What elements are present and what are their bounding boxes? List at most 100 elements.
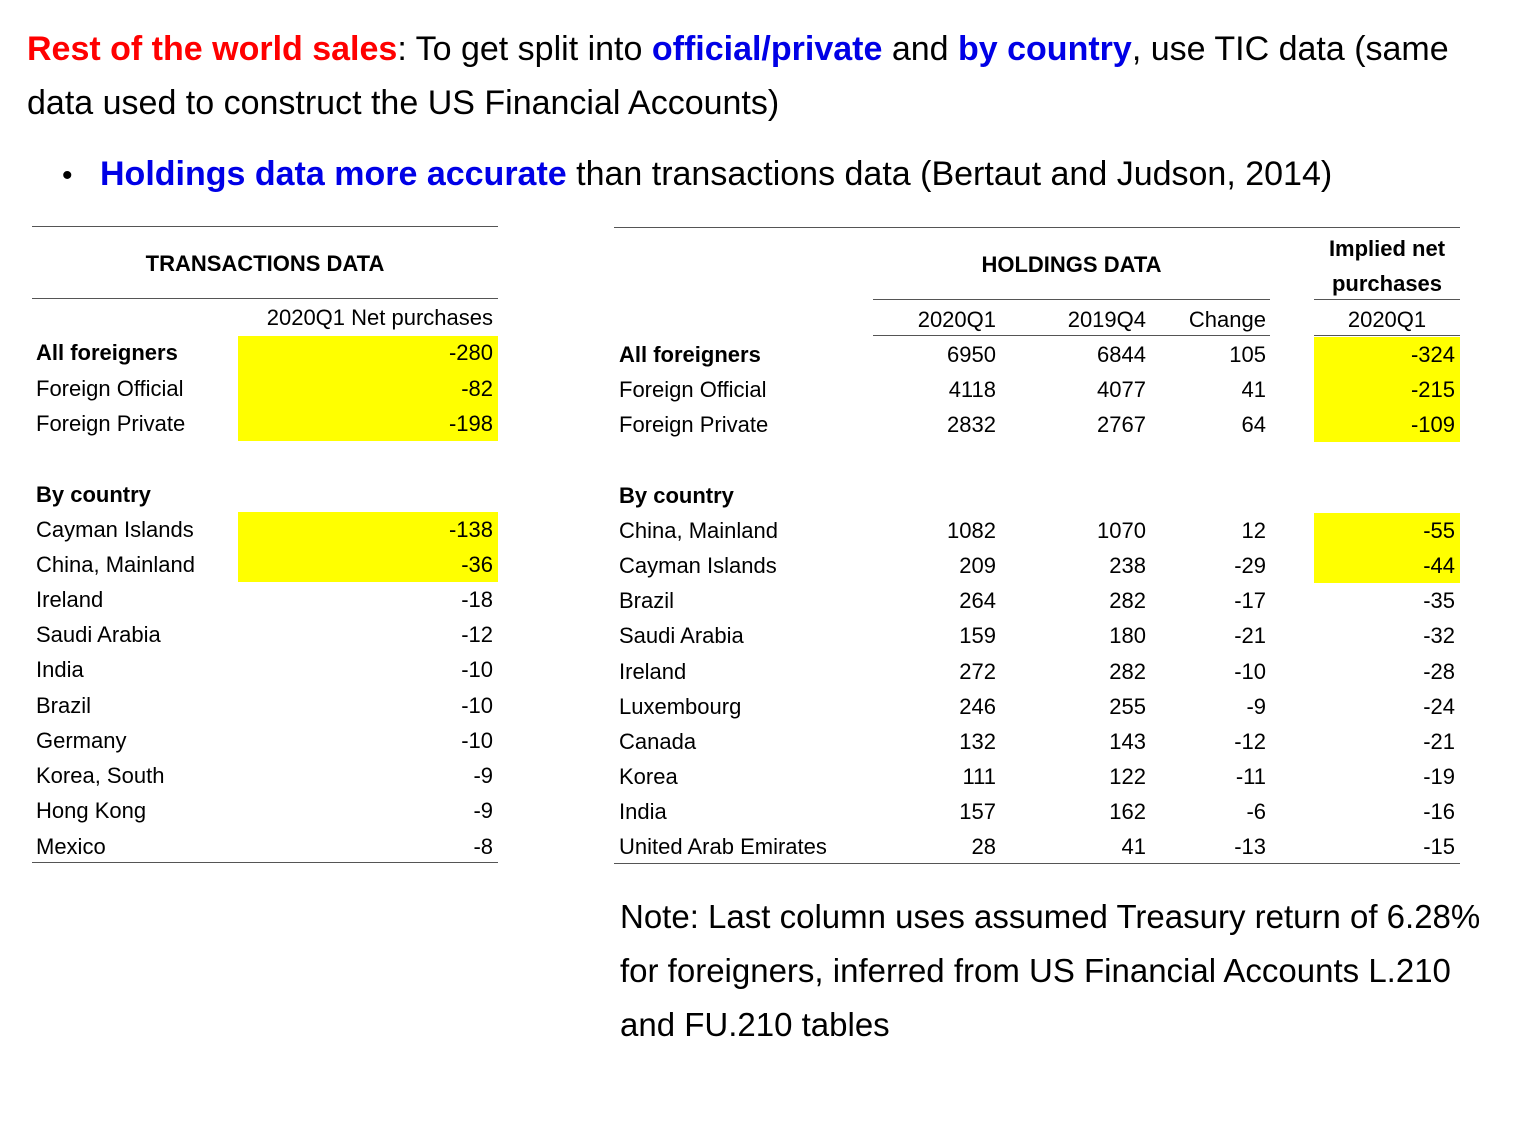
transactions-country-label: Mexico	[36, 834, 106, 859]
holdings-country-q4: 143	[1109, 729, 1146, 754]
transactions-country-label: Saudi Arabia	[36, 622, 161, 647]
transactions-title: TRANSACTIONS DATA	[145, 251, 385, 276]
implied-column-header: 2020Q1	[1347, 307, 1427, 332]
holdings-column-header: Change	[1188, 307, 1266, 332]
holdings-row-q4: 2767	[1097, 412, 1146, 437]
holdings-row-implied: -215	[1410, 377, 1455, 402]
holdings-country-q4: 255	[1109, 694, 1146, 719]
transactions-bottom-rule	[32, 862, 498, 863]
holdings-country-q1: 1082	[947, 518, 996, 543]
transactions-country-label: Brazil	[36, 693, 92, 718]
transactions-title-rule	[32, 298, 498, 299]
transactions-country-value: -12	[461, 622, 493, 647]
holdings-country-q4: 180	[1109, 623, 1146, 648]
holdings-country-implied: -24	[1423, 694, 1455, 719]
footnote: Note: Last column uses assumed Treasury …	[620, 898, 1481, 1043]
transactions-country-value: -36	[461, 552, 493, 577]
transactions-column-header: 2020Q1 Net purchases	[266, 305, 493, 330]
holdings-column-header: 2019Q4	[1067, 307, 1146, 332]
holdings-country-implied: -19	[1423, 764, 1455, 789]
heading-rest-of-world: Rest of the world sales	[27, 30, 398, 68]
holdings-row-label: Foreign Official	[619, 377, 767, 402]
implied-header-rule	[1314, 335, 1460, 336]
holdings-country-change: -9	[1246, 694, 1266, 719]
holdings-country-implied: -55	[1423, 518, 1455, 543]
holdings-subheader-rule	[873, 299, 1270, 300]
holdings-country-q1: 111	[962, 764, 996, 789]
transactions-row-label: All foreigners	[36, 340, 178, 365]
implied-title-line2: purchases	[1331, 271, 1443, 296]
holdings-country-change: -29	[1234, 553, 1266, 578]
holdings-row-label: Foreign Private	[619, 412, 769, 437]
holdings-row-implied: -324	[1410, 342, 1455, 367]
transactions-country-label: Korea, South	[36, 763, 165, 788]
holdings-column-header: 2020Q1	[917, 307, 996, 332]
slide-heading: Rest of the world sales: To get split in…	[27, 22, 1497, 130]
bullet-point: • Holdings data more accurate than transa…	[62, 148, 1502, 202]
transactions-country-label: China, Mainland	[36, 552, 195, 577]
bullet-highlight: Holdings data more accurate	[100, 155, 567, 193]
holdings-bottom-rule	[614, 863, 1460, 864]
transactions-country-label: Hong Kong	[36, 798, 147, 823]
holdings-country-implied: -32	[1423, 623, 1455, 648]
transactions-country-value: -8	[473, 834, 493, 859]
transactions-row-value: -280	[448, 340, 493, 365]
holdings-country-highlight	[1314, 513, 1460, 583]
heading-text-2: and	[882, 30, 958, 68]
holdings-country-label: Korea	[619, 764, 678, 789]
holdings-title: HOLDINGS DATA	[981, 252, 1162, 277]
transactions-country-value: -138	[448, 517, 493, 542]
holdings-country-change: 12	[1241, 518, 1266, 543]
transactions-country-label: Germany	[36, 728, 127, 753]
holdings-country-q4: 282	[1109, 588, 1146, 613]
transactions-country-value: -10	[461, 693, 493, 718]
holdings-row-change: 41	[1241, 377, 1266, 402]
holdings-row-implied: -109	[1410, 412, 1455, 437]
holdings-country-label: Saudi Arabia	[619, 623, 744, 648]
transactions-row-label: Foreign Private	[36, 411, 186, 436]
bullet-rest: than transactions data (Bertaut and Juds…	[566, 155, 1333, 193]
holdings-country-label: Cayman Islands	[619, 553, 777, 578]
transactions-country-value: -10	[461, 657, 493, 682]
holdings-country-change: -6	[1246, 799, 1266, 824]
holdings-country-change: -10	[1234, 659, 1266, 684]
holdings-country-label: Luxembourg	[619, 694, 742, 719]
bullet-dot-icon: •	[62, 159, 73, 192]
holdings-country-implied: -28	[1423, 659, 1455, 684]
holdings-row-change: 64	[1241, 412, 1266, 437]
transactions-top-rule	[32, 226, 498, 227]
holdings-country-change: -12	[1234, 729, 1266, 754]
holdings-row-q1: 6950	[947, 342, 996, 367]
holdings-row-q1: 2832	[947, 412, 996, 437]
heading-text-1: : To get split into	[397, 30, 652, 68]
holdings-country-q1: 132	[959, 729, 996, 754]
holdings-country-q1: 246	[959, 694, 996, 719]
heading-official-private: official/private	[651, 30, 883, 68]
holdings-country-label: Brazil	[619, 588, 675, 613]
holdings-country-implied: -35	[1423, 588, 1455, 613]
holdings-country-implied: -44	[1423, 553, 1455, 578]
transactions-country-value: -9	[473, 763, 493, 788]
transactions-country-value: -9	[473, 798, 493, 823]
transactions-country-label: Cayman Islands	[36, 517, 194, 542]
holdings-country-implied: -16	[1423, 799, 1455, 824]
holdings-country-label: India	[619, 799, 667, 824]
transactions-row-value: -82	[461, 376, 493, 401]
holdings-header-rule	[873, 335, 1270, 336]
holdings-country-q1: 28	[971, 834, 996, 859]
holdings-country-q4: 282	[1109, 659, 1146, 684]
holdings-country-label: Canada	[619, 729, 697, 754]
holdings-country-implied: -15	[1423, 834, 1455, 859]
holdings-country-label: China, Mainland	[619, 518, 778, 543]
transactions-row-value: -198	[448, 411, 493, 436]
transactions-country-value: -18	[461, 587, 493, 612]
transactions-country-highlight	[238, 512, 498, 582]
holdings-country-change: -13	[1234, 834, 1266, 859]
holdings-row-q1: 4118	[948, 377, 996, 402]
holdings-country-q1: 272	[959, 659, 996, 684]
holdings-country-change: -21	[1234, 623, 1266, 648]
transactions-country-label: Ireland	[36, 587, 104, 612]
transactions-country-value: -10	[461, 728, 493, 753]
holdings-country-q4: 238	[1109, 553, 1146, 578]
transactions-by-country-label: By country	[36, 482, 151, 507]
